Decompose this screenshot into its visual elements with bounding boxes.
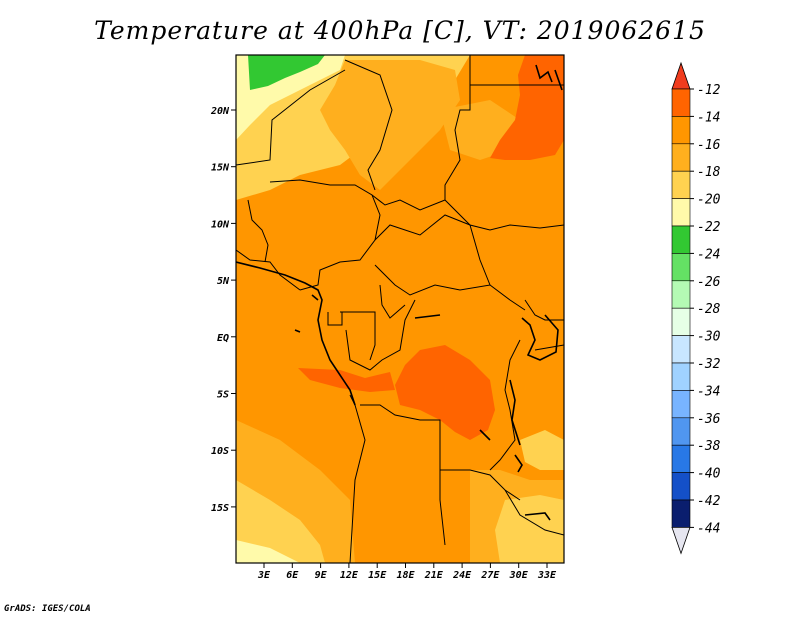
colorbar-swatch	[671, 170, 691, 199]
colorbar-swatch	[671, 417, 691, 446]
colorbar-label: -12	[697, 83, 721, 98]
country-borders	[236, 55, 564, 563]
map-title: Temperature at 400hPa [C], VT: 201906261…	[94, 16, 706, 45]
field-cream-south	[236, 540, 300, 563]
lat-label: EQ	[217, 333, 229, 344]
colorbar-label: -24	[697, 247, 720, 262]
colorbar-swatch	[671, 280, 691, 309]
field-pale-southeast	[495, 495, 564, 563]
lon-label: 21E	[424, 570, 444, 581]
colorbar-swatch	[671, 472, 691, 501]
longitude-axis: 3E 6E 9E 12E 15E 18E 21E 24E 27E 30E 33E	[257, 563, 557, 581]
map-frame	[235, 54, 565, 564]
colorbar-swatch	[671, 362, 691, 391]
colorbar-swatch	[671, 307, 691, 336]
temperature-field	[236, 55, 564, 563]
colorbar-swatch	[671, 143, 691, 172]
colorbar-label: -36	[697, 412, 721, 427]
coastlines	[236, 64, 563, 521]
colorbar-label: -42	[697, 494, 721, 509]
colorbar-swatch	[671, 335, 691, 364]
lon-label: 18E	[396, 570, 415, 581]
field-deep-west	[298, 368, 395, 392]
colorbar-top-arrow	[671, 61, 691, 90]
colorbar-label: -14	[697, 110, 720, 125]
grads-credit: GrADS: IGES/COLA	[4, 604, 91, 614]
lat-label: 15S	[211, 503, 229, 514]
field-lightorange-north	[320, 60, 460, 190]
field-pale-southwest	[236, 480, 325, 563]
colorbar-swatch	[671, 444, 691, 473]
lon-label: 24E	[452, 570, 472, 581]
lon-label: 27E	[480, 570, 500, 581]
colorbar-label: -30	[697, 330, 721, 345]
colorbar-label: -18	[697, 165, 721, 180]
colorbar-label: -16	[697, 138, 721, 153]
lon-label: 12E	[340, 570, 359, 581]
colorbar-swatch	[671, 253, 691, 282]
field-deep-northeast	[490, 55, 564, 160]
lon-label: 3E	[257, 570, 271, 581]
colorbar-label: -40	[697, 467, 721, 482]
lon-label: 33E	[537, 570, 557, 581]
field-pale-east	[520, 430, 564, 470]
colorbar-label: -22	[697, 220, 721, 235]
lat-label: 10S	[211, 446, 229, 457]
lon-label: 15E	[368, 570, 387, 581]
field-deep-central	[395, 345, 495, 440]
lat-label: 15N	[211, 163, 230, 174]
colorbar-swatch	[671, 225, 691, 254]
colorbar-swatch	[671, 88, 691, 117]
colorbar-label: -34	[697, 384, 720, 399]
lat-label: 20N	[210, 106, 230, 117]
colorbar-label: -32	[697, 357, 721, 372]
colorbar: -12 -14 -16 -18 -20 -22 -24 -26 -28 -30 -32 -34 -36 -…	[671, 61, 721, 555]
colorbar-label: -28	[697, 302, 721, 317]
field-green-northwest	[248, 55, 325, 90]
colorbar-swatch	[671, 198, 691, 227]
colorbar-bottom-arrow	[671, 527, 691, 555]
lon-label: 6E	[286, 570, 299, 581]
colorbar-swatch	[671, 390, 691, 419]
lon-label: 30E	[509, 570, 529, 581]
lat-label: 10N	[211, 219, 230, 230]
lon-label: 9E	[315, 570, 328, 581]
lat-label: 5N	[217, 276, 230, 287]
colorbar-label: -44	[697, 521, 720, 536]
colorbar-label: -26	[697, 275, 721, 290]
colorbar-swatch	[671, 499, 691, 528]
colorbar-label: -38	[697, 439, 721, 454]
colorbar-label: -20	[697, 193, 721, 208]
latitude-axis: 20N 15N 10N 5N EQ 5S 10S 15S	[210, 106, 236, 514]
lat-label: 5S	[217, 390, 229, 401]
colorbar-swatch	[671, 116, 691, 145]
